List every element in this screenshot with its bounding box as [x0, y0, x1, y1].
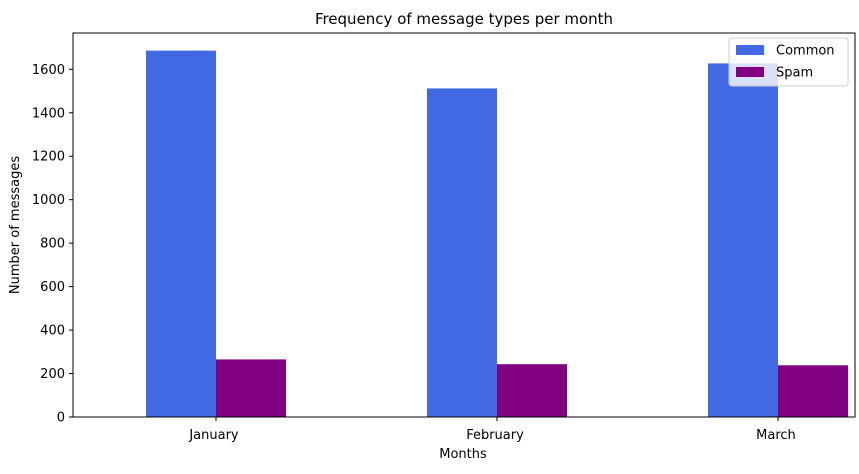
x-axis: January February March	[188, 417, 796, 443]
y-tick-label: 1000	[32, 193, 65, 208]
legend-label-spam: Spam	[776, 66, 813, 81]
bar-common-march	[708, 63, 778, 418]
bar-spam-march	[778, 365, 848, 417]
y-tick-label: 1200	[32, 150, 65, 165]
legend: Common Spam	[728, 37, 849, 87]
x-tick-label: February	[466, 428, 524, 443]
y-tick-label: 200	[40, 367, 65, 382]
y-tick-label: 1600	[32, 63, 65, 78]
x-axis-label: Months	[439, 447, 487, 462]
bar-spam-january	[216, 359, 286, 417]
y-tick-label: 600	[40, 280, 65, 295]
y-tick-label: 0	[57, 411, 65, 426]
y-tick-label: 800	[40, 237, 65, 252]
y-axis-label: Number of messages	[8, 156, 23, 294]
bars-layer	[146, 50, 848, 418]
plot-frame	[72, 32, 856, 418]
bar-common-january	[146, 50, 216, 417]
y-tick-label: 1400	[32, 106, 65, 121]
legend-swatch-common	[736, 45, 764, 55]
legend-label-common: Common	[776, 44, 835, 59]
chart-title: Frequency of message types per month	[315, 10, 613, 28]
legend-swatch-spam	[736, 67, 764, 77]
y-axis: 0 200 400 600 800 1000 1200 1400 1600	[32, 63, 73, 426]
bar-spam-february	[497, 364, 567, 417]
x-tick-label: January	[188, 428, 239, 443]
bar-common-february	[427, 88, 497, 418]
y-tick-label: 400	[40, 324, 65, 339]
x-tick-label: March	[756, 428, 796, 443]
